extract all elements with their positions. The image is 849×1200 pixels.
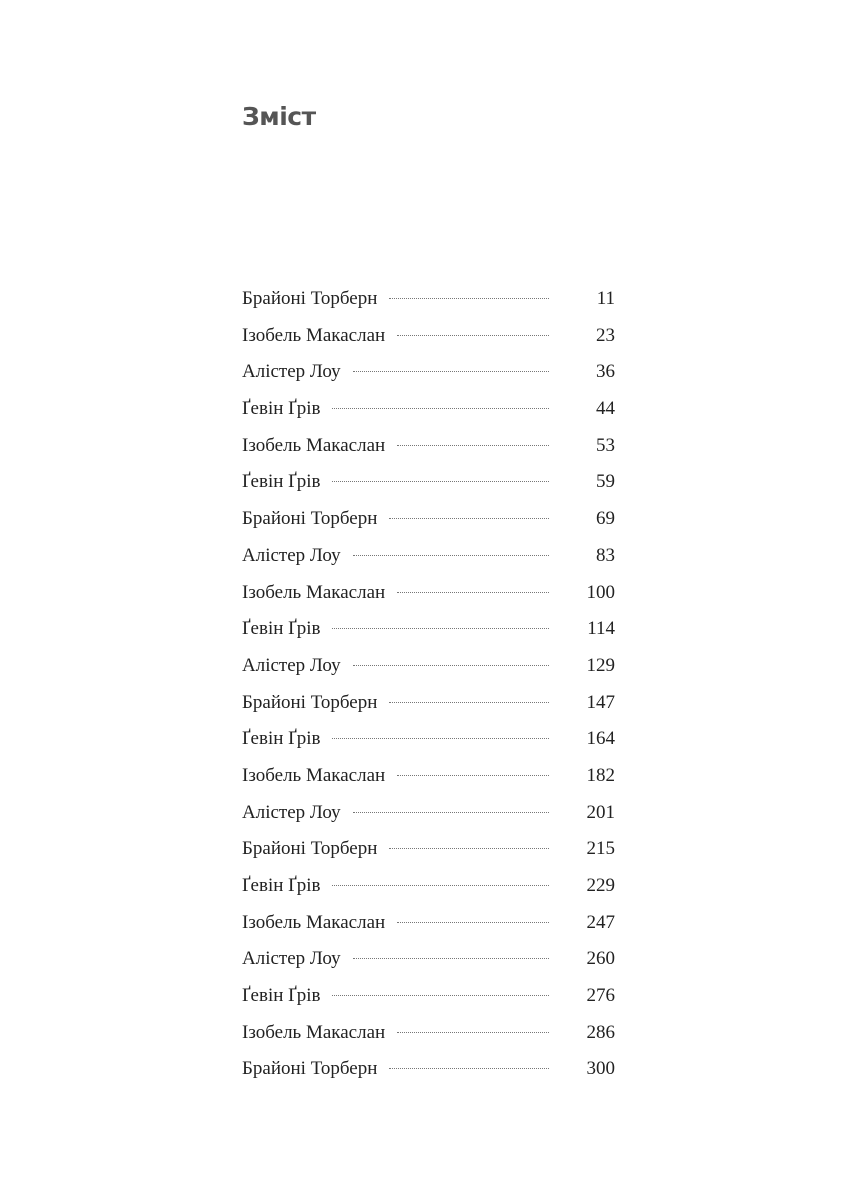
toc-entry[interactable]: Ізобель Макаслан 286 [242,1022,615,1059]
page-number: 164 [586,728,616,750]
page-number: 100 [586,581,616,603]
page-number: 201 [586,801,616,823]
page-number: 247 [586,911,616,933]
dot-leader [389,298,549,299]
toc-entry[interactable]: Ізобель Макаслан 247 [242,912,615,949]
toc-entry[interactable]: Алістер Лоу 36 [242,361,615,398]
entry-title: Ґевін Ґрів [242,728,321,750]
dot-leader [389,1068,549,1070]
table-of-contents: Брайоні Торберн 11 Ізобель Макаслан 23 Аліст… [242,288,615,1095]
toc-entry[interactable]: Алістер Лоу 260 [242,948,615,985]
dot-leader [332,628,549,630]
dot-leader [397,1031,549,1033]
dot-leader [397,444,549,446]
entry-title: Ґевін Ґрів [242,985,321,1007]
entry-title: Ізобель Макаслан [242,581,386,603]
page-number: 182 [586,764,616,786]
page-number: 53 [596,434,615,456]
toc-entry[interactable]: Алістер Лоу 129 [242,655,615,692]
toc-entry[interactable]: Ґевін Ґрів 276 [242,985,615,1022]
entry-title: Брайоні Торберн [242,288,378,309]
dot-leader [332,885,549,886]
toc-entry[interactable]: Ґевін Ґрів 59 [242,471,615,508]
entry-title: Ізобель Макаслан [242,434,386,456]
toc-entry[interactable]: Брайоні Торберн 11 [242,288,615,325]
dot-leader [352,811,549,813]
toc-entry[interactable]: Брайоні Торберн 147 [242,692,615,729]
entry-title: Ізобель Макаслан [242,911,386,933]
toc-entry[interactable]: Ґевін Ґрів 114 [242,618,615,655]
page-number: 276 [586,985,616,1007]
entry-title: Алістер Лоу [242,654,341,676]
page-number: 23 [596,324,615,346]
page-number: 229 [586,875,616,896]
dot-leader [397,774,549,776]
entry-title: Брайоні Торберн [242,691,378,713]
dot-leader [332,408,549,410]
page-number: 215 [586,838,616,860]
toc-entry[interactable]: Алістер Лоу 83 [242,545,615,582]
page-number: 129 [586,654,616,676]
page-title: Зміст [242,102,316,131]
page-number: 44 [596,398,615,420]
entry-title: Алістер Лоу [242,361,341,383]
dot-leader [389,518,549,520]
entry-title: Ґевін Ґрів [242,875,321,896]
toc-entry[interactable]: Ґевін Ґрів 164 [242,728,615,765]
dot-leader [389,701,549,703]
entry-title: Брайоні Торберн [242,838,378,860]
dot-leader [352,664,549,666]
dot-leader [352,554,549,556]
toc-entry[interactable]: Алістер Лоу 201 [242,802,615,839]
page-number: 286 [586,1021,616,1043]
entry-title: Ізобель Макаслан [242,1021,386,1043]
entry-title: Алістер Лоу [242,801,341,823]
page-number: 11 [596,288,615,309]
dot-leader [389,848,549,850]
toc-entry[interactable]: Ґевін Ґрів 229 [242,875,615,912]
entry-title: Алістер Лоу [242,948,341,970]
page-number: 114 [587,618,615,640]
toc-entry[interactable]: Брайоні Торберн 69 [242,508,615,545]
entry-title: Ґевін Ґрів [242,471,321,493]
page-number: 69 [596,508,615,530]
page-number: 83 [596,544,615,566]
page-number: 300 [586,1058,616,1080]
entry-title: Ізобель Макаслан [242,324,386,346]
entry-title: Брайоні Торберн [242,1058,378,1080]
dot-leader [332,995,549,997]
entry-title: Брайоні Торберн [242,508,378,530]
toc-entry[interactable]: Брайоні Торберн 300 [242,1058,615,1095]
page-number: 147 [586,691,616,713]
entry-title: Алістер Лоу [242,544,341,566]
dot-leader [332,738,549,740]
entry-title: Ґевін Ґрів [242,398,321,420]
dot-leader [332,481,549,483]
entry-title: Ізобель Макаслан [242,764,386,786]
dot-leader [397,921,549,923]
page-number: 36 [596,361,615,383]
dot-leader [397,591,549,593]
dot-leader [352,371,549,373]
toc-entry[interactable]: Ізобель Макаслан 23 [242,325,615,362]
toc-entry[interactable]: Брайоні Торберн 215 [242,838,615,875]
dot-leader [397,334,549,336]
page-number: 59 [596,471,615,493]
entry-title: Ґевін Ґрів [242,618,321,640]
page-number: 260 [586,948,616,970]
toc-entry[interactable]: Ізобель Макаслан 182 [242,765,615,802]
toc-entry[interactable]: Ґевін Ґрів 44 [242,398,615,435]
dot-leader [352,958,549,960]
toc-entry[interactable]: Ізобель Макаслан 100 [242,582,615,619]
toc-entry[interactable]: Ізобель Макаслан 53 [242,435,615,472]
